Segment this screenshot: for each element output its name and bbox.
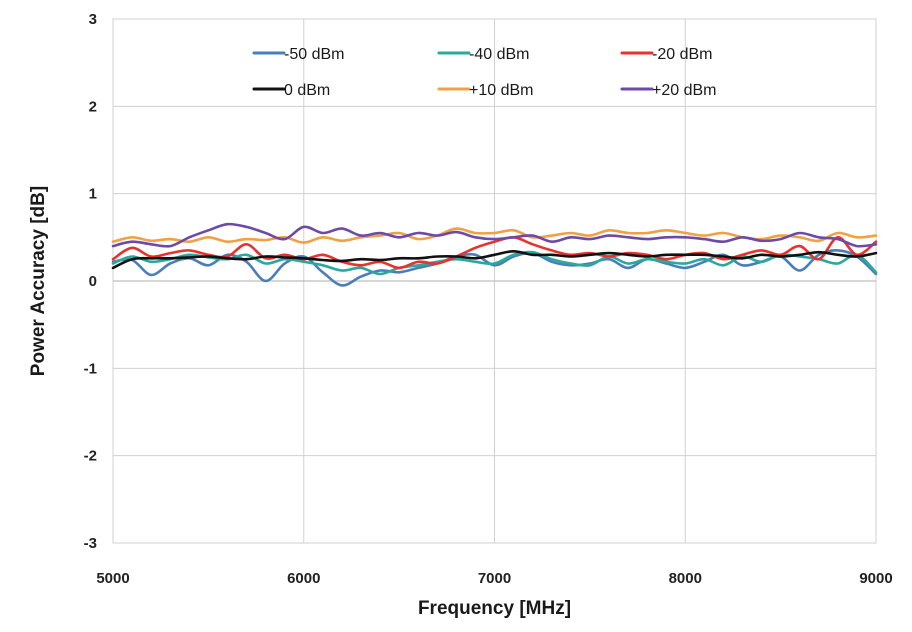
x-tick-label: 8000 xyxy=(669,570,702,587)
y-axis-title: Power Accuracy [dB] xyxy=(28,186,49,376)
series-line-20-dbm xyxy=(111,235,878,270)
y-tick-label: 2 xyxy=(89,98,97,115)
y-tick-label: -3 xyxy=(84,535,97,552)
legend-label: -50 dBm xyxy=(284,46,344,63)
legend-label: 0 dBm xyxy=(284,82,330,99)
legend-item: +20 dBm xyxy=(620,82,716,99)
legend-item: -20 dBm xyxy=(620,46,712,63)
y-tick-label: -1 xyxy=(84,360,97,377)
y-tick-label: -2 xyxy=(84,448,97,465)
legend-label: +10 dBm xyxy=(469,82,533,99)
x-tick-label: 5000 xyxy=(96,570,129,587)
x-tick-labels: 5000 6000 7000 8000 9000 xyxy=(96,570,892,587)
legend: -50 dBm -40 dBm -20 dBm 0 dBm +10 dBm +20 dBm xyxy=(252,46,716,99)
y-tick-labels: -3 -2 -1 0 1 2 3 xyxy=(84,11,97,552)
x-tick-label: 9000 xyxy=(859,570,892,587)
series-group xyxy=(111,222,878,287)
legend-item: +10 dBm xyxy=(437,82,533,99)
x-axis-title: Frequency [MHz] xyxy=(418,598,571,619)
legend-label: -40 dBm xyxy=(469,46,529,63)
series-line-0-dbm xyxy=(111,250,878,270)
legend-label: +20 dBm xyxy=(652,82,716,99)
legend-item: 0 dBm xyxy=(252,82,330,99)
y-tick-label: 0 xyxy=(89,273,97,290)
x-tick-label: 6000 xyxy=(287,570,320,587)
legend-label: -20 dBm xyxy=(652,46,712,63)
y-tick-label: 3 xyxy=(89,11,97,28)
legend-item: -50 dBm xyxy=(252,46,344,63)
y-tick-label: 1 xyxy=(89,186,97,203)
legend-item: -40 dBm xyxy=(437,46,529,63)
x-tick-label: 7000 xyxy=(478,570,511,587)
series-line-plus20-dbm xyxy=(111,222,878,248)
